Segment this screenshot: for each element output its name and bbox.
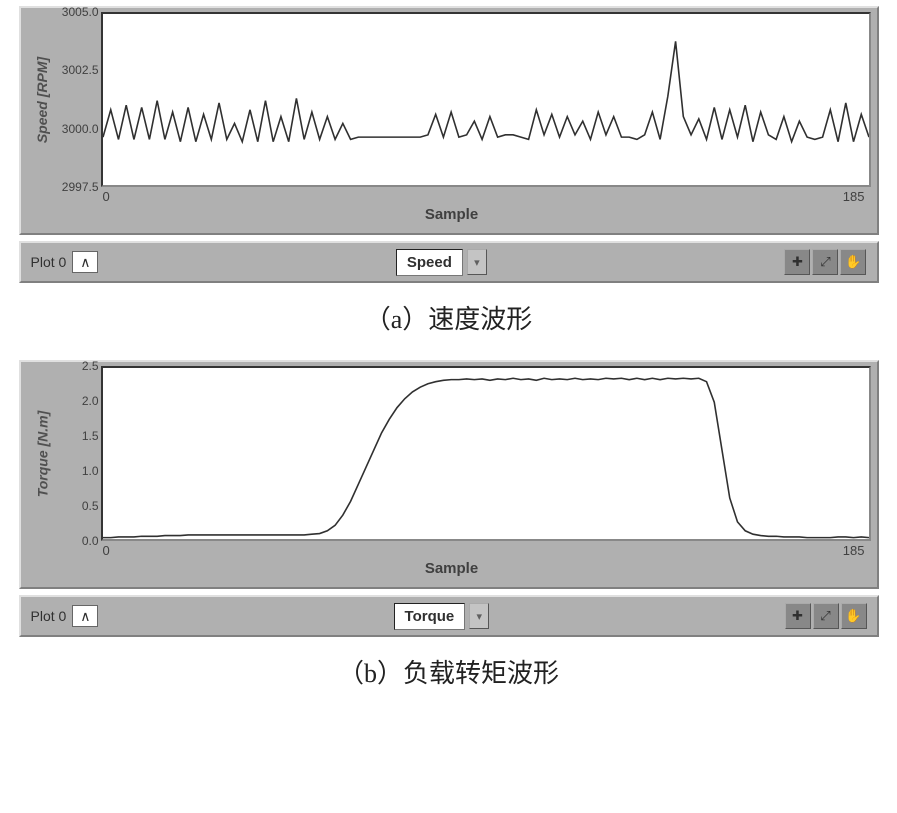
plot-legend[interactable]: Plot 0 ∧ (31, 251, 99, 273)
legend-swatch-icon: ∧ (72, 605, 98, 627)
x-tick: 0 (103, 189, 110, 204)
y-tick: 3000.0 (62, 122, 99, 136)
data-trace (103, 41, 869, 141)
zoom-tool-icon[interactable]: ⤢ (812, 249, 838, 275)
chevron-down-icon[interactable]: ▾ (469, 603, 489, 629)
torque-toolbar: Plot 0 ∧ Torque▾ ✚⤢✋ (19, 595, 879, 637)
speed-caption: （a）速度波形 (6, 299, 891, 336)
torque-chart-panel: Torque [N.m] 2.5 2.0 1.5 1.0 0.5 0.0 0 185 Sample (19, 360, 879, 589)
y-tick: 2.5 (82, 359, 99, 373)
speed-chart-panel: Speed [RPM] 3005.0 3002.5 3000.0 2997.5 0 185 S… (19, 6, 879, 235)
plot-frame (101, 366, 871, 541)
y-tick: 3002.5 (62, 63, 99, 77)
x-axis-label: Sample (33, 560, 871, 577)
legend-swatch-icon: ∧ (72, 251, 98, 273)
x-axis-label: Sample (33, 206, 871, 223)
crosshair-tool-icon[interactable]: ✚ (785, 603, 811, 629)
speed-toolbar: Plot 0 ∧ Speed▾ ✚⤢✋ (19, 241, 879, 283)
y-axis-ticks: 3005.03002.53000.02997.5 (53, 12, 101, 187)
chart-area: Torque [N.m]2.52.01.51.00.50.0 (33, 366, 871, 541)
chart-area: Speed [RPM]3005.03002.53000.02997.5 (33, 12, 871, 187)
y-tick: 3005.0 (62, 5, 99, 19)
x-axis-ticks: 0 185 (101, 187, 867, 204)
y-axis-label: Speed [RPM] (35, 56, 51, 142)
plot-frame (101, 12, 871, 187)
chevron-down-icon[interactable]: ▾ (467, 249, 487, 275)
series-selector[interactable]: Torque (394, 603, 466, 630)
zoom-tool-icon[interactable]: ⤢ (813, 603, 839, 629)
legend-label: Plot 0 (31, 608, 67, 624)
y-axis-ticks: 2.52.01.51.00.50.0 (53, 366, 101, 541)
y-axis-label: Torque [N.m] (35, 410, 51, 497)
y-tick: 2.0 (82, 394, 99, 408)
legend-label: Plot 0 (31, 254, 67, 270)
crosshair-tool-icon[interactable]: ✚ (784, 249, 810, 275)
y-tick: 2997.5 (62, 180, 99, 194)
x-axis-ticks: 0 185 (101, 541, 867, 558)
y-tick: 1.5 (82, 429, 99, 443)
y-tick: 0.5 (82, 499, 99, 513)
y-tick: 0.0 (82, 534, 99, 548)
pan-tool-icon[interactable]: ✋ (841, 603, 867, 629)
pan-tool-icon[interactable]: ✋ (840, 249, 866, 275)
x-tick: 185 (843, 189, 865, 204)
series-selector[interactable]: Speed (396, 249, 463, 276)
y-tick: 1.0 (82, 464, 99, 478)
x-tick: 0 (103, 543, 110, 558)
data-trace (103, 378, 869, 537)
torque-caption: （b）负载转矩波形 (6, 653, 891, 690)
x-tick: 185 (843, 543, 865, 558)
plot-legend[interactable]: Plot 0 ∧ (31, 605, 99, 627)
